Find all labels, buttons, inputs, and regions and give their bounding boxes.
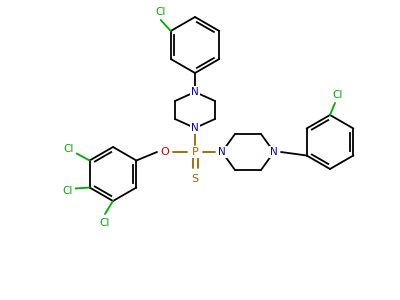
Text: N: N (191, 87, 199, 97)
Text: N: N (218, 147, 226, 157)
Text: Cl: Cl (156, 7, 166, 17)
Text: N: N (270, 147, 278, 157)
Text: Cl: Cl (62, 187, 73, 196)
Text: Cl: Cl (333, 90, 343, 100)
Text: O: O (161, 147, 169, 157)
Text: S: S (192, 174, 198, 184)
Text: P: P (192, 147, 198, 157)
Text: N: N (191, 123, 199, 133)
Text: Cl: Cl (100, 218, 110, 228)
Text: Cl: Cl (64, 145, 74, 154)
